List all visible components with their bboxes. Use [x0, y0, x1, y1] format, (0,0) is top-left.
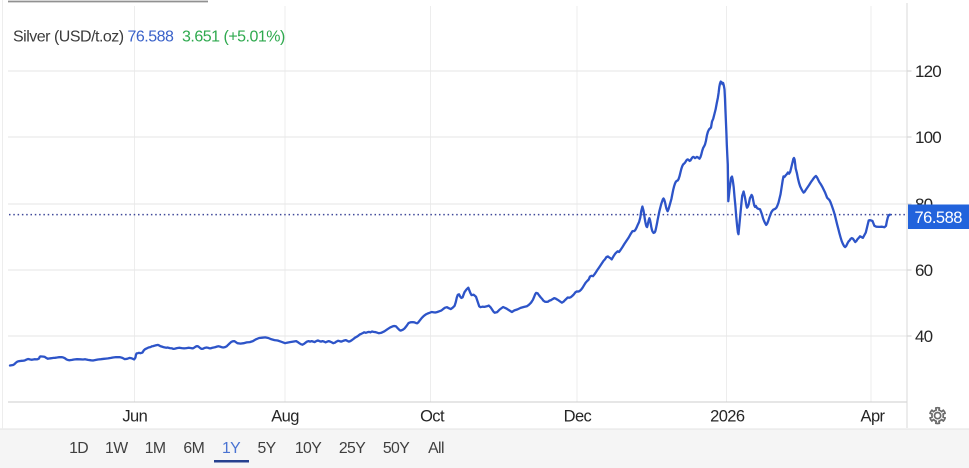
svg-text:100: 100	[915, 128, 941, 147]
svg-text:1D: 1D	[69, 440, 88, 457]
svg-text:60: 60	[915, 261, 933, 280]
svg-text:Oct: Oct	[420, 408, 445, 426]
svg-text:Jun: Jun	[122, 408, 147, 426]
svg-text:1Y: 1Y	[222, 440, 241, 457]
svg-text:50Y: 50Y	[383, 440, 410, 457]
svg-text:All: All	[428, 440, 444, 457]
svg-text:76.588: 76.588	[915, 209, 963, 227]
svg-text:6M: 6M	[183, 440, 204, 457]
svg-text:Silver (USD/t.oz): Silver (USD/t.oz)	[13, 29, 124, 46]
svg-text:40: 40	[915, 327, 933, 346]
svg-text:120: 120	[915, 62, 941, 81]
svg-text:Apr: Apr	[861, 408, 886, 426]
svg-text:25Y: 25Y	[339, 440, 366, 457]
svg-text:1M: 1M	[145, 440, 166, 457]
svg-text:5Y: 5Y	[257, 440, 276, 457]
svg-text:2026: 2026	[710, 408, 745, 426]
svg-text:10Y: 10Y	[295, 440, 322, 457]
svg-text:76.588: 76.588	[128, 29, 175, 46]
svg-text:3.651 (+5.01%): 3.651 (+5.01%)	[182, 29, 285, 46]
svg-text:Dec: Dec	[564, 408, 592, 426]
svg-text:Aug: Aug	[271, 408, 299, 426]
svg-text:1W: 1W	[105, 440, 128, 457]
